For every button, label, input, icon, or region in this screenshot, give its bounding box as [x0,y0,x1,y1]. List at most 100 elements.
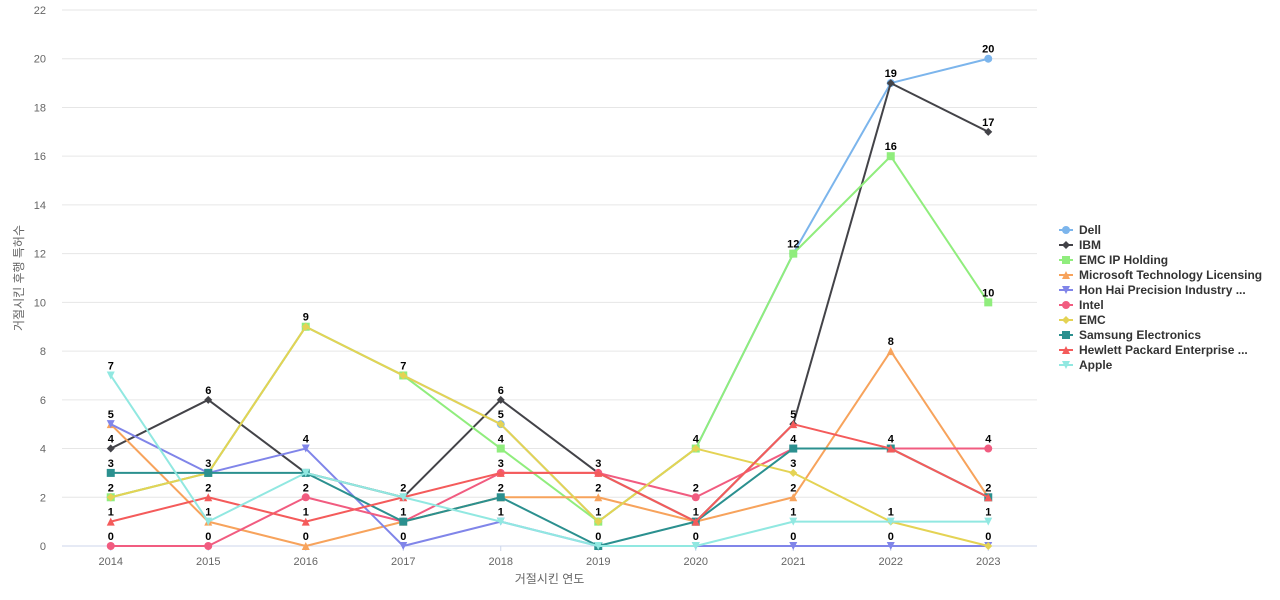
data-label: 3 [595,458,601,470]
data-point [984,444,993,453]
data-label: 1 [400,507,406,519]
y-tick-label: 6 [40,395,46,407]
data-label: 6 [205,385,211,397]
data-label: 3 [498,458,504,470]
data-label: 0 [790,531,796,543]
x-tick-label: 2020 [684,556,708,568]
legend-marker [1062,346,1070,354]
series-line [110,350,990,547]
data-point [496,420,505,429]
x-tick-label: 2019 [586,556,610,568]
data-label: 4 [108,434,115,446]
legend-item[interactable]: Samsung Electronics [1059,328,1201,342]
data-label: 1 [888,507,894,519]
legend-item[interactable]: IBM [1059,238,1101,252]
data-point [301,517,310,526]
data-label: 3 [108,458,114,470]
series-0 [106,54,993,526]
y-tick-label: 12 [34,249,46,261]
data-label: 2 [400,482,406,494]
series-group [106,54,993,550]
legend-item[interactable]: EMC [1059,313,1106,327]
data-label: 12 [787,239,799,251]
data-label: 1 [595,507,601,519]
data-label: 6 [498,385,504,397]
data-point [496,468,505,477]
data-label: 5 [498,409,504,421]
series-line [110,447,989,547]
x-tick-label: 2017 [391,556,415,568]
legend-item[interactable]: Microsoft Technology Licensing [1059,268,1262,282]
data-point [594,468,603,477]
data-point [594,493,603,502]
series-line [110,82,989,523]
data-label: 0 [303,531,309,543]
data-point [594,542,603,550]
x-tick-label: 2014 [99,556,123,568]
legend-label: Apple [1079,358,1113,372]
legend-marker [1062,301,1070,309]
y-axis-title: 거절시킨 후행 특허수 [11,225,26,331]
data-point [301,542,310,550]
data-point [594,517,603,526]
data-point [301,493,310,502]
x-tick-label: 2016 [294,556,318,568]
data-label: 2 [595,482,601,494]
legend-item[interactable]: Hon Hai Precision Industry ... [1059,283,1246,297]
data-label: 20 [982,44,994,56]
legend-marker [1062,241,1070,249]
data-point [204,468,213,477]
data-label: 7 [400,360,406,372]
legend-marker [1062,361,1070,369]
data-point [691,444,700,453]
data-point [984,493,993,502]
x-tick-label: 2021 [781,556,805,568]
data-point [106,468,115,477]
legend-item[interactable]: Intel [1059,298,1104,312]
data-point [984,298,993,307]
data-point [691,493,700,502]
y-tick-label: 18 [34,102,46,114]
x-tick-label: 2018 [489,556,513,568]
data-point [301,468,310,477]
data-label: 9 [303,312,309,324]
data-label: 2 [498,482,504,494]
series-line [110,423,989,523]
data-label: 0 [108,531,114,543]
data-label: 0 [693,531,699,543]
legend-label: IBM [1079,238,1101,252]
data-point [984,127,993,136]
data-point [106,420,115,429]
data-label: 3 [205,458,211,470]
legend-item[interactable]: Apple [1059,358,1113,372]
legend-marker [1062,256,1070,264]
data-label: 4 [693,434,700,446]
data-label: 2 [205,482,211,494]
data-point [496,444,505,453]
data-point [204,517,213,526]
data-point [886,347,895,356]
data-label: 16 [885,141,897,153]
data-labels: 7543210632109421072106543213210421012543… [108,44,995,543]
data-point [886,517,895,526]
data-label: 5 [108,409,114,421]
data-label: 8 [888,336,894,348]
legend-item[interactable]: Hewlett Packard Enterprise ... [1059,343,1248,357]
data-point [301,444,310,453]
legend-item[interactable]: EMC IP Holding [1059,253,1168,267]
data-point [691,542,700,550]
data-point [789,493,798,502]
data-point [789,444,798,453]
data-point [301,322,310,331]
series-line [109,374,989,547]
data-point [789,542,798,550]
y-tick-label: 10 [34,297,46,309]
data-label: 4 [790,434,797,446]
data-label: 2 [108,482,114,494]
legend-label: Dell [1079,223,1101,237]
data-label: 4 [498,434,505,446]
x-tick-label: 2022 [879,556,903,568]
legend-label: Samsung Electronics [1079,328,1201,342]
legend-item[interactable]: Dell [1059,223,1101,237]
